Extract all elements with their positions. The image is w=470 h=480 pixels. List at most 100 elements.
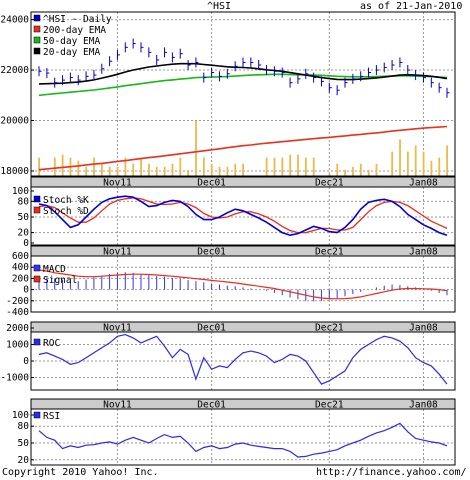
volume-bar-35 xyxy=(312,157,315,176)
roc-ytick-1000: 1000 xyxy=(6,340,29,351)
volume-bar-7 xyxy=(93,157,95,176)
axis-band-1-label-0: Nov11 xyxy=(103,178,132,189)
roc-line xyxy=(38,333,448,385)
price-ytick-18000: 18000 xyxy=(0,166,29,177)
volume-bar-17 xyxy=(171,163,174,176)
price-ytick-24000: 24000 xyxy=(0,15,29,26)
ema50-line xyxy=(38,73,448,97)
rsi-ytick-50: 50 xyxy=(18,438,30,449)
volume-bar-42 xyxy=(367,169,370,176)
macd-legend-label-1: Signal xyxy=(43,275,77,286)
volume-bar-21 xyxy=(202,157,205,176)
volume-bar-34 xyxy=(304,157,307,176)
macd-ytick-200: 200 xyxy=(12,273,29,284)
stoch-panel-frame xyxy=(30,186,456,246)
axis-band-3-label-3: Jan08 xyxy=(409,323,438,334)
axis-band-2-label-2: Dec21 xyxy=(315,247,344,258)
axis-band-2-label-3: Jan08 xyxy=(409,247,438,258)
footer-url: http://finance.yahoo.com/ xyxy=(316,467,467,478)
macd-ytick--400: -400 xyxy=(6,307,29,318)
volume-bar-47 xyxy=(406,151,409,176)
volume-bar-52 xyxy=(446,145,448,176)
volume-bar-6 xyxy=(85,166,88,176)
axis-band-1-label-3: Jan08 xyxy=(409,178,438,189)
rsi-legend-swatch-0 xyxy=(33,411,41,419)
rsi-line xyxy=(38,422,448,458)
header-symbol: ^HSI xyxy=(207,1,232,12)
macd-legend-swatch-1 xyxy=(33,275,41,283)
price-legend-label-2: 50-day EMA xyxy=(43,36,100,47)
volume-bar-22 xyxy=(210,163,213,176)
axis-band-4-label-0: Nov11 xyxy=(103,400,132,411)
volume-bar-49 xyxy=(422,151,425,176)
price-ytick-22000: 22000 xyxy=(0,65,29,76)
stoch-ytick-20: 20 xyxy=(18,228,30,239)
volume-bar-46 xyxy=(399,139,401,176)
ema20-line xyxy=(38,62,448,85)
stoch-d-line xyxy=(38,197,448,234)
axis-band-4-label-1: Dec01 xyxy=(197,400,226,411)
volume-bar-13 xyxy=(140,157,142,176)
axis-band-4-label-2: Dec21 xyxy=(315,400,344,411)
axis-band-1-label-2: Dec21 xyxy=(315,178,344,189)
price-panel-bg xyxy=(31,12,455,176)
roc-legend-swatch-0 xyxy=(33,338,41,346)
volume-bar-16 xyxy=(163,166,166,176)
price-legend-label-0: ^HSI - Daily xyxy=(43,14,112,25)
macd-legend-swatch-0 xyxy=(33,264,41,272)
macd-ytick-400: 400 xyxy=(12,262,29,273)
axis-band-2-label-0: Nov11 xyxy=(103,247,132,258)
volume-bar-48 xyxy=(414,145,417,176)
volume-bar-8 xyxy=(100,163,103,176)
volume-bar-38 xyxy=(336,163,339,176)
price-panel-frame xyxy=(30,11,456,177)
volume-bar-40 xyxy=(352,166,354,176)
axis-band-4 xyxy=(30,398,456,410)
header-date: as of 21-Jan-2010 xyxy=(360,1,463,12)
volume-bar-2 xyxy=(53,157,56,176)
stoch-ytick-100: 100 xyxy=(12,186,29,197)
volume-bar-30 xyxy=(273,157,276,176)
volume-bar-43 xyxy=(375,163,378,176)
volume-bar-23 xyxy=(218,166,221,176)
price-ytick-20000: 20000 xyxy=(0,115,29,126)
price-legend-swatch-2 xyxy=(33,36,41,44)
stoch-legend-label-0: Stoch %K xyxy=(43,195,89,206)
axis-band-3-label-0: Nov11 xyxy=(103,323,132,334)
stoch-ytick-80: 80 xyxy=(18,196,30,207)
volume-bar-15 xyxy=(155,166,158,176)
axis-band-4-label-3: Jan08 xyxy=(409,400,438,411)
roc-ytick-0: 0 xyxy=(23,356,29,367)
rsi-legend-label-0: RSI xyxy=(43,411,60,422)
footer-copyright: Copyright 2010 Yahoo! Inc. xyxy=(2,467,159,478)
volume-bar-18 xyxy=(179,157,182,176)
axis-band-3 xyxy=(30,321,456,333)
price-legend-swatch-3 xyxy=(33,47,41,55)
volume-bar-11 xyxy=(124,157,127,176)
volume-bar-26 xyxy=(242,163,244,176)
volume-bar-33 xyxy=(297,154,299,176)
stoch-ytick-0: 0 xyxy=(23,238,29,249)
volume-bar-39 xyxy=(344,169,346,176)
rsi-panel-frame xyxy=(30,408,456,466)
volume-bar-12 xyxy=(132,163,135,176)
macd-ytick-600: 600 xyxy=(12,251,29,262)
volume-bar-50 xyxy=(430,160,433,176)
stoch-k-line xyxy=(38,195,448,237)
volume-bar-20 xyxy=(195,121,197,176)
volume-bar-32 xyxy=(289,154,292,176)
volume-bar-29 xyxy=(265,157,268,176)
macd-ytick-0: 0 xyxy=(23,285,29,296)
price-legend-swatch-1 xyxy=(33,25,41,33)
macd-legend-label-0: MACD xyxy=(43,264,66,275)
roc-legend-label-0: ROC xyxy=(43,338,60,349)
roc-ytick--1000: -1000 xyxy=(0,373,29,384)
volume-bar-41 xyxy=(359,163,362,176)
macd-ytick--200: -200 xyxy=(6,296,29,307)
axis-band-1 xyxy=(30,176,456,188)
volume-bar-24 xyxy=(226,166,229,176)
stoch-legend-swatch-1 xyxy=(33,206,41,214)
price-legend-label-1: 200-day EMA xyxy=(43,25,106,36)
axis-band-2 xyxy=(30,245,456,257)
